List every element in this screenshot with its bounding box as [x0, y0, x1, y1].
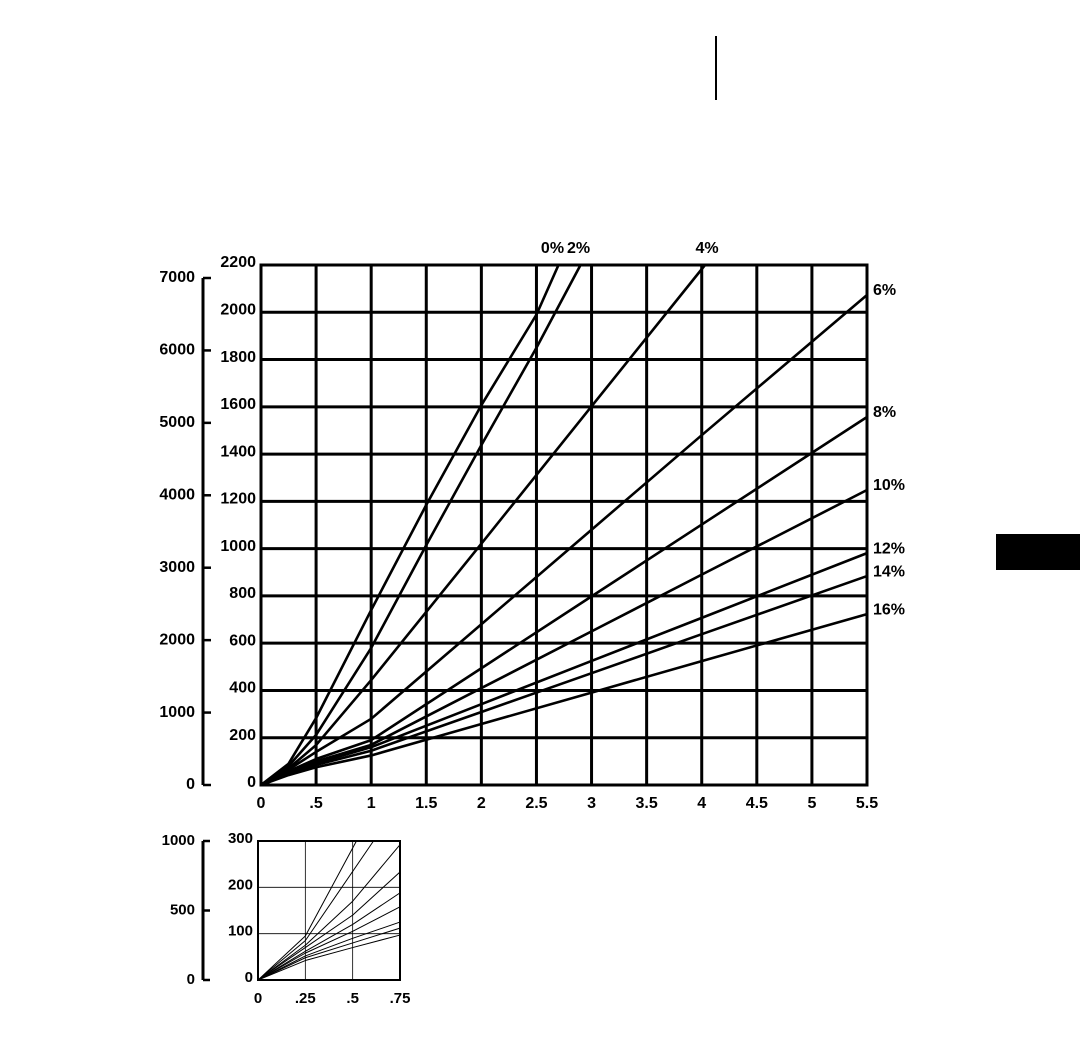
y2-tick-label: 1000	[162, 832, 195, 849]
series-label: 12%	[873, 540, 905, 557]
y2-tick-label: 6000	[159, 342, 195, 359]
y-tick-label: 1200	[220, 491, 256, 508]
plot-frame	[259, 263, 869, 787]
series-label: 2%	[567, 240, 590, 257]
series-line	[258, 921, 401, 981]
x-tick-label: .5	[346, 990, 359, 1007]
y2-tick-label: 0	[187, 971, 195, 988]
y-tick-label: 600	[229, 632, 256, 649]
y-tick-label: 2000	[220, 301, 256, 318]
x-tick-label: 3	[587, 795, 596, 812]
series-line	[261, 264, 582, 787]
y-tick-label: 1000	[220, 538, 256, 555]
x-tick-label: 2.5	[525, 795, 547, 812]
y-tick-label: 200	[229, 727, 256, 744]
x-tick-label: 4	[697, 795, 706, 812]
series-line	[261, 264, 707, 787]
series-line	[258, 934, 401, 981]
y-tick-label: 300	[228, 830, 253, 847]
y2-tick-label: 3000	[159, 559, 195, 576]
series-line	[261, 488, 868, 787]
y2-tick-label: 5000	[159, 414, 195, 431]
series-label: 16%	[873, 601, 905, 618]
edge-tab	[996, 534, 1080, 570]
series-line	[258, 844, 401, 981]
series-line	[258, 892, 401, 981]
y2-tick-label: 2000	[159, 631, 195, 648]
x-tick-label: .75	[390, 990, 411, 1007]
x-tick-label: 2	[477, 795, 486, 812]
x-tick-label: 5	[807, 795, 816, 812]
y2-tick-label: 7000	[159, 269, 195, 286]
y2-tick-label: 4000	[159, 487, 195, 504]
y-tick-label: 200	[228, 876, 253, 893]
x-tick-label: 1.5	[415, 795, 437, 812]
y-tick-label: 400	[229, 680, 256, 697]
main-chart: 0 .5 1 1.5 2 2.5 3 3.5 4 4.5 5 5.5 0 200 400 600 800 1000…	[159, 240, 905, 812]
y-tick-label: 0	[245, 969, 253, 986]
series-label: 4%	[695, 240, 718, 257]
inset-chart: 0 .25 .5 .75 0 100 200 300 0 500 1000	[162, 830, 411, 1007]
y-tick-label: 1400	[220, 443, 256, 460]
x-tick-label: 0	[254, 990, 262, 1007]
series-label: 14%	[873, 563, 905, 580]
x-tick-label: .25	[295, 990, 316, 1007]
y2-tick-label: 500	[170, 901, 195, 918]
y-tick-label: 0	[247, 774, 256, 791]
x-tick-label: 3.5	[636, 795, 658, 812]
series-line	[258, 840, 374, 981]
plot-frame	[257, 840, 401, 981]
y-tick-label: 100	[228, 923, 253, 940]
series-label: 6%	[873, 282, 896, 299]
x-tick-label: .5	[309, 795, 322, 812]
x-tick-label: 0	[257, 795, 266, 812]
y-tick-label: 800	[229, 585, 256, 602]
x-tick-label: 1	[367, 795, 376, 812]
x-tick-label: 4.5	[746, 795, 768, 812]
series-label: 0%	[541, 240, 564, 257]
x-tick-label: 5.5	[856, 795, 878, 812]
series-label: 10%	[873, 477, 905, 494]
series-label: 8%	[873, 404, 896, 421]
y-tick-label: 2200	[220, 254, 256, 271]
series-line	[258, 906, 401, 981]
y-tick-label: 1800	[220, 349, 256, 366]
series-line	[258, 927, 401, 981]
y2-tick-label: 0	[186, 776, 195, 793]
y2-tick-label: 1000	[159, 704, 195, 721]
series-line	[258, 840, 357, 981]
series-line	[261, 294, 868, 787]
series-line	[261, 612, 868, 787]
y-tick-label: 1600	[220, 396, 256, 413]
series-line	[258, 871, 401, 981]
series-line	[261, 264, 560, 787]
